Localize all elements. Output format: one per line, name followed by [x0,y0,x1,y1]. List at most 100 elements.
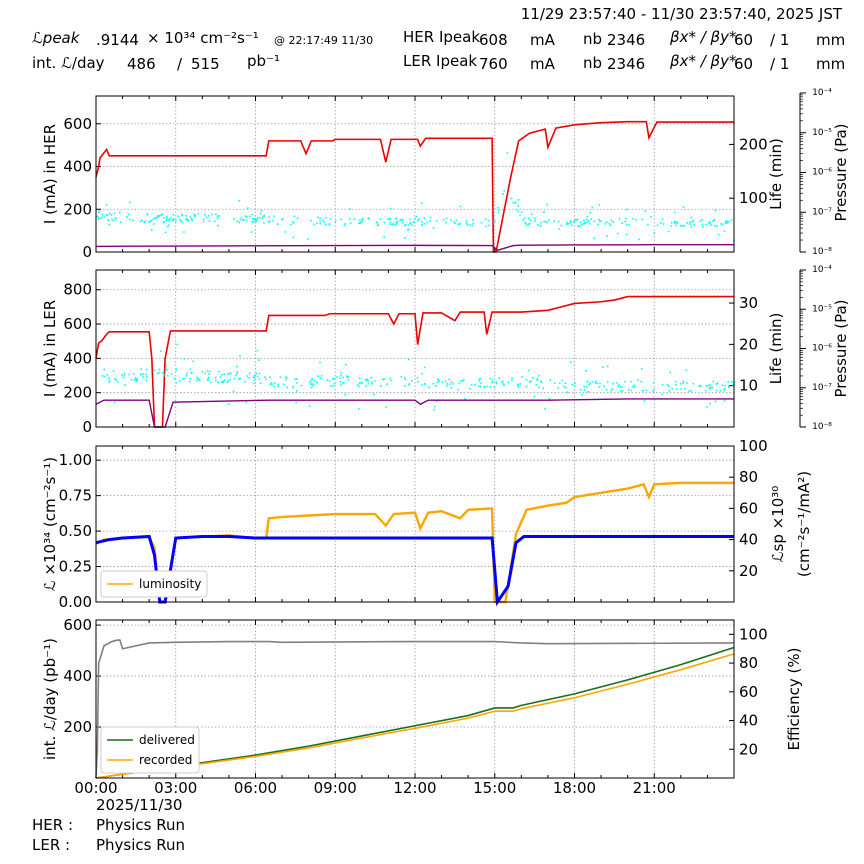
life-point [389,207,392,210]
life-point [164,231,167,234]
life-point [540,381,543,384]
life-point [435,385,437,387]
life-point [258,372,261,375]
life-point [191,372,193,374]
life-point [253,382,255,385]
life-point [277,386,280,388]
life-point [405,224,407,226]
life-point [407,228,410,231]
life-point [606,235,608,237]
life-point [540,224,542,227]
life-point [253,218,255,220]
life-point [223,379,226,381]
life-point [133,379,136,381]
life-point [189,216,192,218]
life-point [222,380,224,382]
intl-delivered: 515 [191,55,220,73]
life-point [156,215,159,217]
life-point [408,384,410,386]
life-point [106,374,109,376]
life-point [356,383,359,386]
axis-date: 2025/11/30 [96,796,183,814]
life-point [609,224,612,227]
life-point [675,388,678,390]
life-point [621,222,623,224]
life-point [349,217,351,220]
life-point [421,383,423,386]
life-point [606,365,609,368]
life-point [139,373,142,376]
life-point [710,386,712,389]
life-point [380,384,382,387]
life-point [599,382,601,385]
ler-beta-label: βx* / βy* [670,52,737,70]
life-point [511,379,513,382]
life-point [323,221,326,223]
life-point [625,223,628,226]
life-point [342,382,344,384]
life-point [96,215,98,218]
life-point [435,220,438,222]
life-point [429,220,431,222]
life-point [115,379,118,381]
life-point [643,400,646,402]
life-point [630,380,632,383]
life-point [320,375,323,377]
life-point [218,214,220,217]
life-point [103,368,106,371]
life-point [597,223,599,226]
life-point [155,217,157,219]
life-point [334,220,337,223]
life-point [497,211,500,214]
life-point [529,222,531,225]
y-tick-label: 200 [63,200,92,218]
life-point [175,218,177,221]
life-point [635,219,637,221]
lpeak-value: .9144 [96,31,139,49]
life-point [185,372,188,375]
life-point [536,379,539,382]
life-point [173,217,175,220]
life-point [680,382,682,385]
life-point [328,380,331,383]
life-point [333,383,336,385]
pressure-line [95,244,734,252]
life-point [471,224,474,227]
life-point [611,388,614,390]
life-point [189,368,192,371]
life-point [162,217,165,220]
her-status-label: HER : [32,816,74,834]
life-point [465,220,468,222]
life-point [585,218,588,221]
life-point [626,208,628,211]
life-point [689,221,692,223]
life-point [527,369,530,372]
life-point [159,214,161,217]
life-point [461,379,464,382]
life-point [595,380,597,383]
efficiency-line [95,639,735,779]
life-point [385,406,387,409]
life-point [565,386,567,389]
life-point [394,217,397,220]
life-point [367,217,370,220]
life-point [180,220,182,222]
life-point [367,382,370,385]
life-point [251,221,254,223]
life-point [621,386,624,389]
life-point [466,223,469,226]
life-point [416,219,419,222]
life-point [235,374,237,377]
life-point [344,363,347,366]
life-point [690,390,693,392]
life-point [136,378,138,380]
life-point [135,380,138,383]
life-point [632,217,634,220]
life-point [98,210,100,213]
life-point [400,375,403,378]
life-point [186,218,188,220]
life-point [409,223,412,225]
life-point [692,219,695,222]
life-point [708,221,710,224]
life-point [653,232,656,234]
